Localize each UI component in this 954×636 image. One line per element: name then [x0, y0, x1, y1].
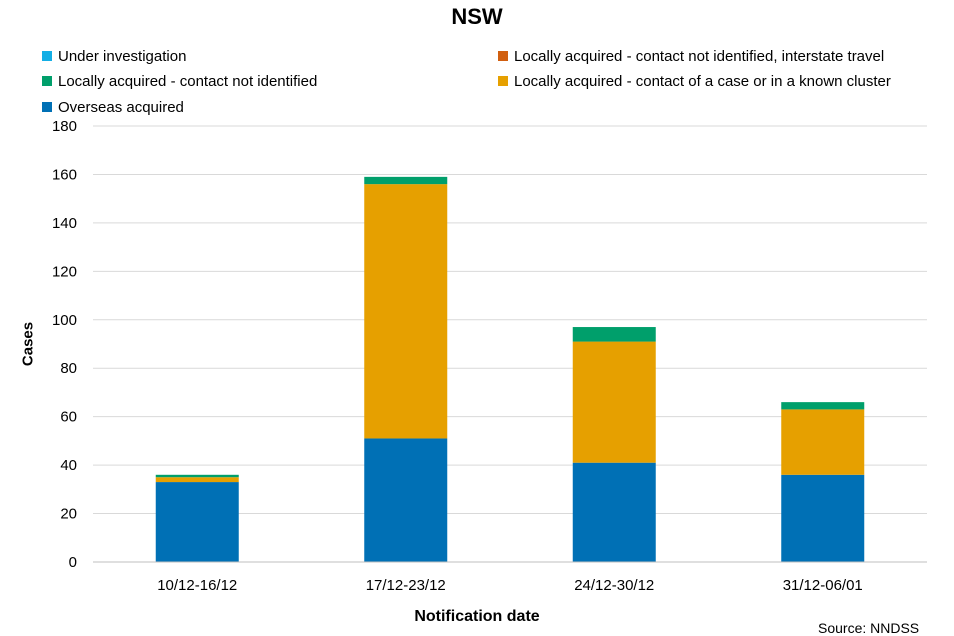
bar-segment: [781, 409, 865, 475]
y-tick-label: 140: [52, 215, 77, 232]
y-tick-label: 20: [60, 506, 77, 523]
bar-segment: [364, 184, 448, 439]
x-axis-label: Notification date: [414, 608, 540, 625]
legend-swatch: [42, 51, 52, 61]
y-tick-label: 120: [52, 263, 77, 280]
y-tick-label: 160: [52, 166, 77, 183]
bar-segment: [364, 176, 448, 185]
bar-segment: [572, 341, 656, 463]
bar-segment: [572, 462, 656, 562]
chart-title: NSW: [451, 4, 503, 29]
x-tick-label: 24/12-30/12: [574, 577, 654, 594]
bar-segment: [781, 474, 865, 562]
source-note: Source: NNDSS: [818, 620, 920, 636]
bar-segment: [364, 438, 448, 562]
x-tick-label: 10/12-16/12: [157, 577, 237, 594]
bar-segment: [155, 482, 239, 562]
x-tick-label: 31/12-06/01: [783, 577, 863, 594]
legend-item-known-cluster: Locally acquired - contact of a case or …: [498, 73, 891, 91]
legend-label: Overseas acquired: [58, 99, 184, 116]
legend-swatch: [498, 51, 508, 61]
legend-swatch: [498, 76, 508, 86]
y-tick-label: 100: [52, 312, 77, 329]
y-tick-label: 180: [52, 118, 77, 135]
y-tick-label: 40: [60, 457, 77, 474]
legend-swatch: [42, 102, 52, 112]
legend-label: Under investigation: [58, 48, 187, 65]
legend-swatch: [42, 76, 52, 86]
y-tick-label: 60: [60, 409, 77, 426]
x-tick-label: 17/12-23/12: [366, 577, 446, 594]
y-tick-label: 80: [60, 360, 77, 377]
bar-segment: [781, 402, 865, 410]
legend-label: Locally acquired - contact of a case or …: [514, 73, 891, 90]
legend-item-overseas-acquired: Overseas acquired: [42, 99, 184, 117]
legend-label: Locally acquired - contact not identifie…: [514, 48, 885, 65]
bar-segment: [155, 477, 239, 483]
y-tick-label: 0: [69, 554, 77, 571]
bar-segment: [155, 474, 239, 478]
bar-segment: [572, 327, 656, 342]
legend-item-under-investigation: Under investigation: [42, 48, 186, 66]
legend-item-interstate-travel: Locally acquired - contact not identifie…: [498, 48, 884, 66]
y-axis-label: Cases: [19, 321, 37, 367]
legend-item-contact-not-identified: Locally acquired - contact not identifie…: [42, 73, 317, 91]
legend-label: Locally acquired - contact not identifie…: [58, 73, 318, 90]
